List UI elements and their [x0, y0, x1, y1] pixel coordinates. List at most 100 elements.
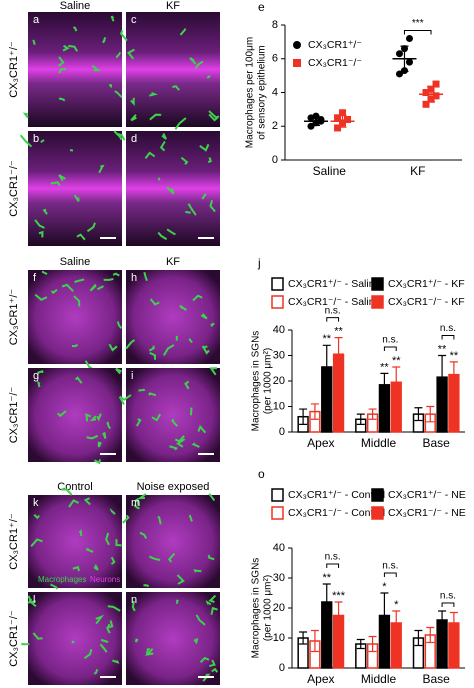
error-bar	[334, 601, 343, 630]
x-tick-label: Middle	[361, 436, 397, 450]
legend-label: CX₃CR1⁺/⁻ - KF	[388, 278, 465, 290]
macrophage	[115, 51, 122, 59]
macrophage	[193, 638, 199, 645]
micrograph	[28, 592, 122, 685]
macrophage	[122, 514, 130, 524]
macrophage	[175, 599, 179, 605]
legend-marker	[271, 488, 284, 502]
macrophage	[130, 114, 137, 122]
micrograph	[28, 131, 122, 246]
macrophage	[208, 659, 216, 668]
stain-legend: Neurons	[90, 575, 120, 584]
macrophage	[131, 600, 136, 612]
macrophage	[162, 344, 175, 356]
macrophage	[148, 392, 157, 397]
macrophage	[180, 156, 189, 165]
macrophage	[32, 632, 43, 640]
row-label: CX₃CR1⁺/⁻	[8, 41, 20, 98]
macrophage	[209, 367, 218, 376]
error-bar	[427, 85, 436, 103]
macrophage	[89, 283, 97, 292]
legend-label: CX₃CR1⁻/⁻ - KF	[388, 296, 465, 308]
legend-label: CX₃CR1⁻/⁻ - Control	[288, 507, 385, 519]
x-tick-label: Base	[422, 672, 450, 686]
macrophage	[206, 75, 211, 79]
error-bar	[426, 405, 435, 423]
macrophage	[194, 60, 204, 69]
legend-label: CX₃CR1⁻/⁻ - Saline	[288, 296, 381, 308]
macrophage	[68, 44, 79, 52]
error-bar	[380, 592, 389, 639]
macrophage	[169, 445, 178, 451]
comparison-label: ***	[412, 18, 424, 29]
macrophage	[209, 200, 216, 213]
macrophage	[89, 415, 97, 422]
macrophage	[93, 459, 102, 465]
macrophage	[95, 614, 105, 625]
macrophage	[207, 554, 215, 561]
error-bar	[356, 413, 365, 425]
macrophage	[41, 270, 48, 275]
macrophage	[50, 181, 61, 187]
x-tick-label: Saline	[313, 164, 347, 178]
panel-letter: m	[131, 497, 140, 509]
macrophage	[126, 48, 135, 60]
y-tick-label: 6	[272, 53, 278, 65]
significance: *	[382, 581, 387, 593]
y-tick-label: 10	[273, 400, 285, 412]
y-tick-label: 0	[279, 662, 285, 674]
y-tick-label: 2	[272, 120, 278, 132]
macrophage	[108, 343, 118, 352]
macrophage	[56, 410, 67, 418]
macrophage	[74, 376, 83, 384]
panel-letter: e	[258, 0, 265, 14]
significance: ***	[332, 590, 346, 602]
macrophage	[112, 272, 120, 277]
x-tick-label: Middle	[361, 672, 397, 686]
column-header: Saline	[60, 256, 91, 268]
macrophage	[172, 85, 180, 91]
macrophage	[157, 177, 161, 181]
macrophage	[110, 556, 116, 565]
panel-letter: b	[33, 133, 39, 145]
macrophage	[34, 293, 48, 301]
macrophage	[96, 285, 104, 291]
macrophage	[176, 438, 186, 448]
macrophage	[118, 396, 125, 406]
macrophage	[166, 228, 176, 236]
macrophage	[171, 418, 178, 427]
macrophage	[149, 298, 160, 306]
macrophage	[116, 321, 123, 329]
data-point	[307, 122, 315, 130]
legend-marker	[371, 506, 384, 520]
macrophage	[157, 515, 162, 525]
error-bar	[322, 344, 331, 390]
legend-label: CX₃CR1⁺/⁻	[308, 39, 362, 51]
error-bar	[338, 114, 347, 128]
macrophage	[100, 638, 109, 643]
error-bar	[449, 361, 458, 388]
macrophage	[149, 92, 159, 97]
data-point	[422, 100, 430, 108]
micrograph	[28, 12, 122, 127]
significance: **	[392, 355, 401, 367]
macrophage	[110, 15, 115, 22]
macrophage	[22, 112, 29, 119]
panel-letter: c	[131, 14, 137, 26]
macrophage	[167, 552, 176, 563]
macrophage	[192, 294, 203, 302]
macrophage	[174, 117, 187, 130]
y-tick-label: 0	[272, 154, 278, 166]
macrophage	[144, 151, 156, 159]
legend-label: CX₃CR1⁺/⁻ - Control	[288, 489, 385, 501]
error-bar	[400, 45, 409, 73]
macrophage	[21, 642, 30, 646]
macrophage	[30, 538, 43, 547]
micrograph	[28, 270, 122, 364]
data-point	[405, 58, 413, 66]
data-point	[395, 50, 403, 58]
error-bar	[414, 407, 423, 422]
comparison-label: n.s.	[382, 561, 398, 572]
macrophage	[188, 514, 193, 522]
macrophage	[115, 367, 122, 375]
